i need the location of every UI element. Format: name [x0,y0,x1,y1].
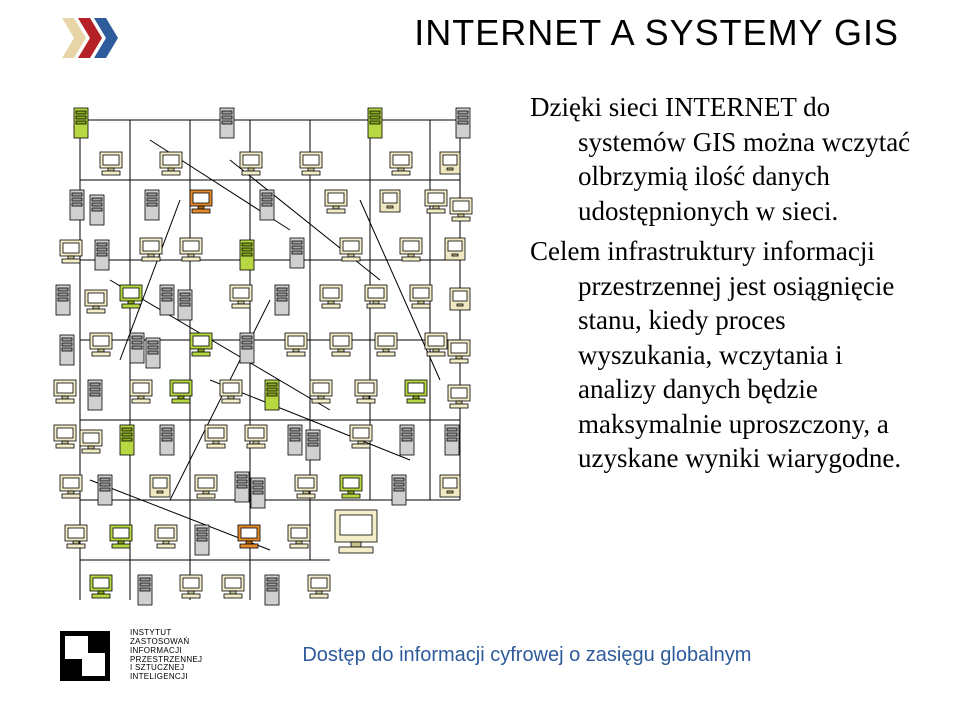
body-text: Dzięki sieci INTERNET do systemów GIS mo… [530,90,919,482]
footer-logo-icon [60,631,110,681]
page-title: INTERNET A SYSTEMY GIS [414,12,899,54]
footer-caption: Dostęp do informacji cyfrowej o zasięgu … [302,644,751,667]
footer: INSTYTUT ZASTOSOWAŃ INFORMACJI PRZESTRZE… [60,629,919,682]
inst-l6: INTELIGENCJI [130,673,202,682]
header-logo [62,18,132,58]
footer-institute: INSTYTUT ZASTOSOWAŃ INFORMACJI PRZESTRZE… [130,629,202,682]
chevron-logo-icon [62,18,132,58]
network-diagram [30,80,500,620]
paragraph-1: Dzięki sieci INTERNET do systemów GIS mo… [530,90,919,228]
paragraph-2: Celem infrastruktury informacji przestrz… [530,234,919,476]
